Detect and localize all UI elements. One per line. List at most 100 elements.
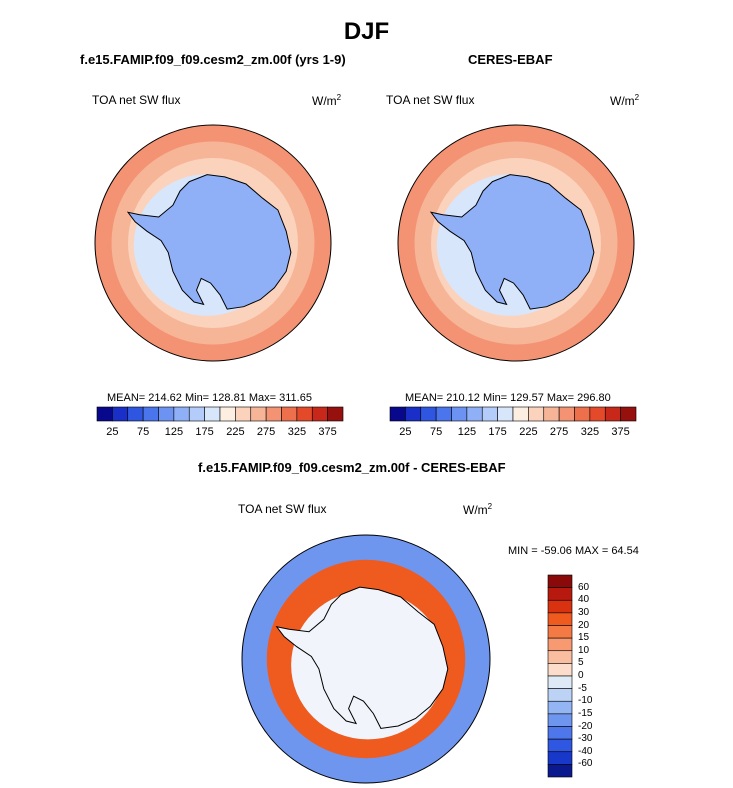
panel-1-colorbar-box [188,406,205,422]
panel-3-colorbar-tick-label: -10 [578,695,593,707]
panel-2-colorbar-tick-label: 125 [457,426,477,438]
panel-2-colorbar-box [405,406,422,422]
panel-3-colorbar-box [547,637,573,652]
panel-2-colorbar-box [420,406,437,422]
panel-3-stats: MIN = -59.06 MAX = 64.54 [508,545,639,557]
panel-2-colorbar-tick-label: 225 [519,426,538,438]
panel-1-title: f.e15.FAMIP.f09_f09.cesm2_zm.00f (yrs 1-… [80,52,346,67]
panel-1-polar-map [94,124,332,362]
panel-2-colorbar-tick-label: 175 [488,426,507,438]
panel-1-colorbar [96,406,344,422]
panel-1-colorbar-tick-label: 275 [256,426,276,438]
panel-1-units: W/m2 [312,93,342,108]
panel-2-antarctica [429,174,595,310]
panel-3-colorbar-tick-label: 15 [578,632,590,644]
panel-3-colorbar-tick-label: 30 [578,606,590,618]
panel-2-colorbar-box [528,406,545,422]
panel-3-colorbar-box [547,650,573,664]
panel-2-colorbar-box [481,406,498,422]
panel-3-colorbar-box [547,688,573,702]
panel-3-colorbar-tick-label: -60 [578,758,593,770]
panel-3-colorbar-tick-label: -5 [578,682,587,694]
panel-1-map-border [94,124,332,362]
panel-1-colorbar-tick-label: 175 [195,426,214,438]
page-title: DJF [343,18,390,45]
panel-3-colorbar-tick-label: 20 [578,619,590,631]
panel-3-colorbar-tick-label: 60 [578,581,590,593]
panel-2-colorbar-tick-label: 25 [399,426,412,438]
panel-2-colorbar-box [497,406,514,422]
panel-1-colorbar-box [158,406,175,422]
panel-1-stats: MEAN= 214.62 Min= 128.81 Max= 311.65 [107,392,312,404]
panel-3-colorbar-tick-label: -40 [578,745,593,757]
panel-1-colorbar-box [112,406,129,422]
panel-1-colorbar-box [204,406,221,422]
panel-3-variable: TOA net SW flux [238,502,327,516]
panel-3-colorbar-tick-label: 10 [578,644,590,656]
panel-2-colorbar-box [543,406,560,422]
panel-3-colorbar-tick-label: 40 [578,594,590,606]
panel-2-colorbar-box [512,406,529,422]
panel-2-colorbar-box [466,406,483,422]
panel-2-title: CERES-EBAF [468,52,553,67]
panel-3-colorbar [547,574,573,778]
panel-2-polar-map [397,124,635,362]
panel-2-colorbar-box [451,406,468,422]
panel-3-colorbar-box [547,612,573,626]
panel-1-colorbar-box [265,406,282,422]
panel-3-colorbar-box [547,738,573,753]
panel-2-colorbar-box [389,406,406,422]
panel-3-colorbar-box [547,599,573,614]
panel-2-units: W/m2 [610,93,640,108]
panel-3-colorbar-tick-label: -20 [578,720,593,732]
panel-3-colorbar-tick-label: -15 [578,707,593,719]
panel-1-colorbar-box [142,406,159,422]
panel-1-colorbar-box [127,406,144,422]
panel-2-colorbar-tick-label: 75 [429,426,443,438]
panel-1-colorbar-tick-label: 375 [318,426,337,438]
panel-1-colorbar-tick-label: 125 [164,426,184,438]
panel-3-antarctica [275,586,449,729]
panel-1-colorbar-box [173,406,190,422]
panel-2-colorbar-box [435,406,452,422]
panel-1-colorbar-box [219,406,236,422]
panel-3-title: f.e15.FAMIP.f09_f09.cesm2_zm.00f - CERES… [198,460,506,475]
panel-2-colorbar-tick-label: 275 [549,426,569,438]
panel-2-map-border [397,124,635,362]
panel-3-polar-map [241,534,491,784]
panel-3-colorbar-tick-label: 0 [578,670,584,681]
panel-1-colorbar-box [250,406,267,422]
panel-3-colorbar-box [547,625,573,639]
panel-2-colorbar-box [604,406,621,422]
panel-3-colorbar-box [547,700,573,715]
panel-3-colorbar-box [547,764,573,778]
panel-1-colorbar-box [96,406,113,422]
panel-1-variable: TOA net SW flux [92,93,181,107]
panel-3-colorbar-box [547,675,573,689]
panel-1-colorbar-box [296,406,313,422]
panel-1-colorbar-tick-label: 75 [136,426,150,438]
panel-2-colorbar-tick-label: 325 [580,426,600,438]
panel-3-colorbar-box [547,587,573,601]
panel-2-colorbar-tick-label: 375 [611,426,630,438]
panel-3-units: W/m2 [463,502,493,517]
panel-3-colorbar-box [547,713,573,727]
panel-2-colorbar-box [620,406,637,422]
panel-3-colorbar-box [547,574,573,588]
panel-1-colorbar-tick-label: 325 [287,426,307,438]
panel-1-colorbar-box [281,406,298,422]
panel-2-colorbar-box [558,406,575,422]
panel-2-variable: TOA net SW flux [386,93,475,107]
panel-2-colorbar [389,406,637,422]
panel-1-colorbar-box [311,406,328,422]
panel-1-colorbar-box [327,406,344,422]
panel-1-colorbar-tick-label: 25 [106,426,119,438]
panel-2-colorbar-box [574,406,591,422]
panel-2-stats: MEAN= 210.12 Min= 129.57 Max= 296.80 [405,392,611,404]
panel-1-antarctica [126,174,292,310]
panel-3-colorbar-box [547,663,573,677]
panel-3-colorbar-tick-label: 5 [578,657,584,669]
panel-3-colorbar-box [547,751,573,765]
panel-1-colorbar-box [235,406,252,422]
panel-3-map-border [241,534,491,784]
